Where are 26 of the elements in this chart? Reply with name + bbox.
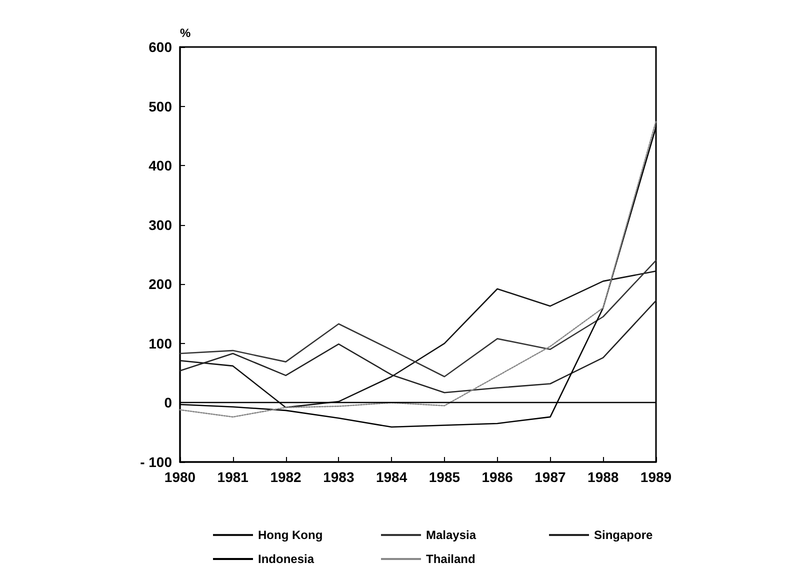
legend-label: Thailand <box>426 552 476 566</box>
y-tick-label: - 100 <box>140 454 172 470</box>
y-tick-label: 200 <box>148 276 172 292</box>
x-tick-label: 1980 <box>164 469 196 485</box>
legend-label: Malaysia <box>426 528 476 542</box>
x-tick-label: 1986 <box>482 469 514 485</box>
x-tick-label: 1983 <box>323 469 354 485</box>
y-tick-label: 100 <box>148 335 172 352</box>
y-tick-label: 400 <box>148 158 172 174</box>
line-series <box>179 260 657 378</box>
x-tick-label: 1981 <box>217 469 249 485</box>
x-tick-label: 1984 <box>376 469 408 485</box>
x-tick-label: 1989 <box>640 469 672 485</box>
line-series <box>179 300 657 394</box>
y-tick-label: 0 <box>164 394 172 411</box>
legend-label: Indonesia <box>258 552 314 566</box>
y-tick-label: 300 <box>148 216 172 233</box>
y-tick-label: 500 <box>148 98 172 114</box>
legend-label: Hong Kong <box>258 528 323 542</box>
y-tick-label: 600 <box>148 39 172 55</box>
x-tick-label: 1982 <box>270 469 302 485</box>
legend-label: Singapore <box>594 528 653 542</box>
x-tick-label: 1987 <box>534 469 566 485</box>
y-axis-title: % <box>180 26 191 40</box>
x-tick-label: 1988 <box>588 469 619 485</box>
x-tick-label: 1985 <box>428 469 460 485</box>
